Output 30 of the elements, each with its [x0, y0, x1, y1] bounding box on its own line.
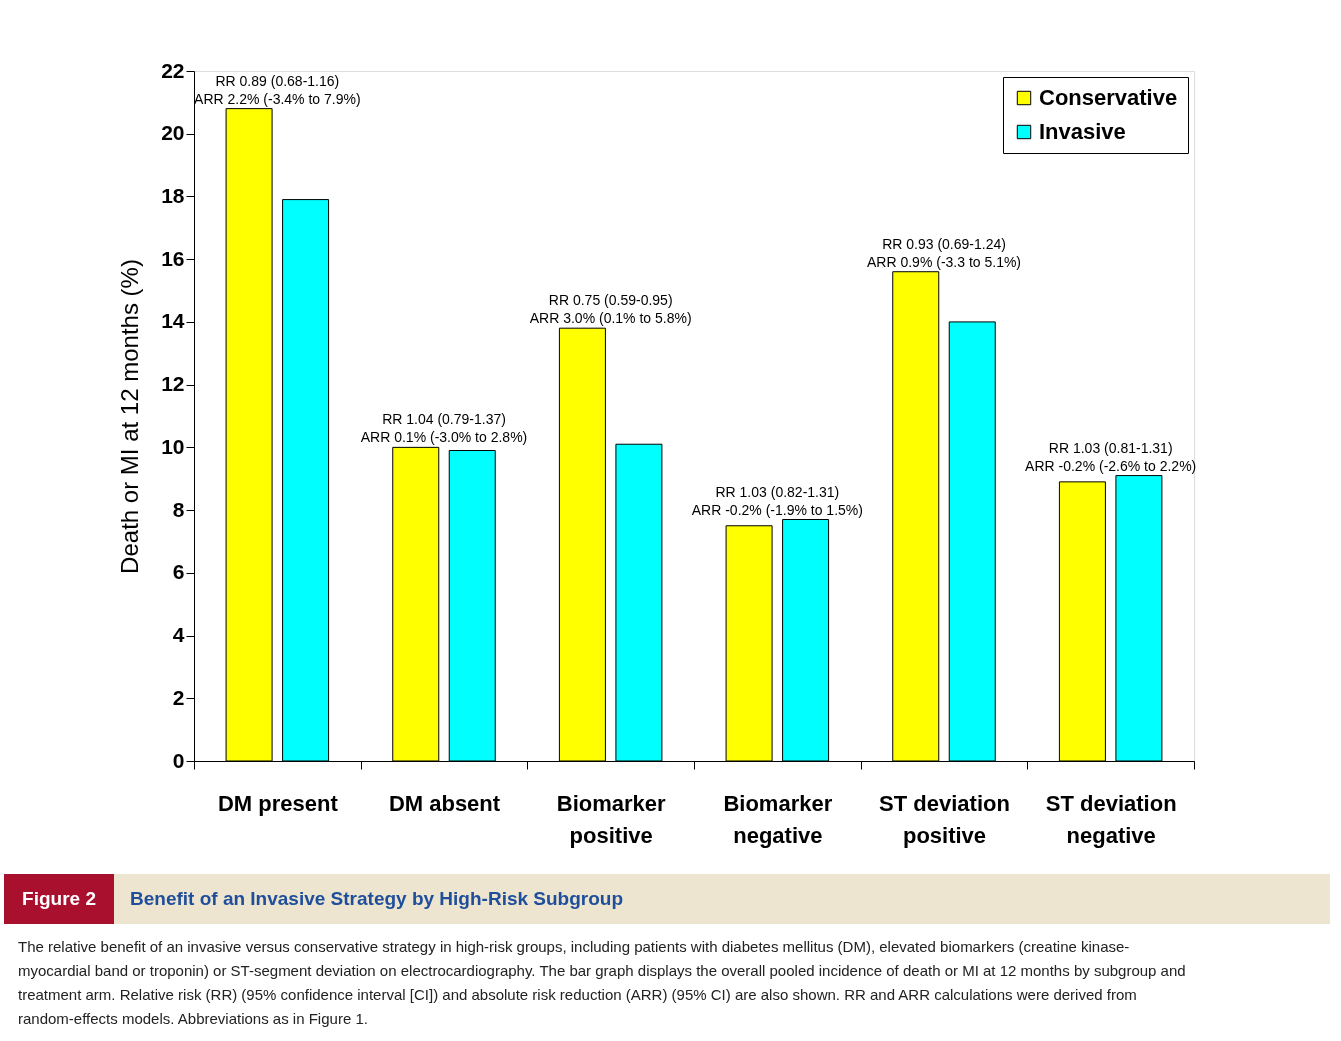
x-tick-label: DM absent	[388, 790, 501, 816]
y-tick-label: 0	[172, 748, 185, 772]
caption: Figure 2	[22, 888, 96, 909]
annotation: RR 0.89 (0.68-1.16) ARR 2.2% (-3.4% to 7.9%)	[194, 72, 361, 107]
y-tick-label: 22	[161, 58, 185, 82]
y-tick-label: 12	[161, 372, 185, 396]
x-tick-label: ST deviation negative	[1045, 790, 1177, 848]
y-tick-label: 18	[161, 183, 185, 207]
y-tick-label: 4	[172, 623, 185, 647]
legend-label: Conservative	[1039, 85, 1178, 110]
y-tick-label: 10	[161, 434, 185, 458]
x-tick-label: ST deviation positive	[879, 790, 1010, 848]
annotation: RR 0.75 (0.59-0.95) ARR 3.0% (0.1% to 5.8%)	[529, 292, 692, 327]
text: The relative benefit of an invasive versus conservative strategy in high-risk groups, including patients with diabetes mellitus (DM), elevated biomarkers (creatine kinase-myocardial band or troponin) or ST-segment deviation on electrocardiography. The bar graph displays the overall pooled incidence of death or MI at 12 months by subgroup and treatment arm. Relative risk (RR) (95% confidence interval [CI]) and absolute risk reduction (ARR) (95% CI) are also shown. RR and ARR calculations were derived from random-effects models. Abbreviations as in Figure 1.	[18, 938, 1186, 1027]
y-tick-label: 16	[161, 246, 185, 270]
legend-label: Invasive	[1039, 119, 1126, 144]
y-tick-label: 14	[161, 309, 185, 333]
y-tick-label: 20	[161, 121, 185, 145]
annotation: RR 1.03 (0.81-1.31) ARR -0.2% (-2.6% to 2.2%)	[1025, 439, 1197, 474]
x-tick-label: Biomarker negative	[723, 790, 833, 848]
x-tick-label: Biomarker positive	[556, 790, 667, 848]
x-tick-label: DM present	[217, 790, 339, 816]
y-tick-label: 8	[172, 497, 185, 521]
y-tick-label: 2	[172, 685, 185, 709]
annotation: RR 1.04 (0.79-1.37) ARR 0.1% (-3.0% to 2.8%)	[360, 411, 528, 446]
annotation: RR 0.93 (0.69-1.24) ARR 0.9% (-3.3 to 5.1%)	[866, 235, 1022, 270]
annotation: RR 1.03 (0.82-1.31) ARR -0.2% (-1.9% to 1.5%)	[691, 483, 863, 518]
text: Benefit of an Invasive Strategy by High-Risk Subgroup	[130, 888, 624, 909]
y-tick-label: 6	[172, 560, 185, 584]
y-axis-title: Death or MI at 12 months (%)	[116, 259, 144, 574]
